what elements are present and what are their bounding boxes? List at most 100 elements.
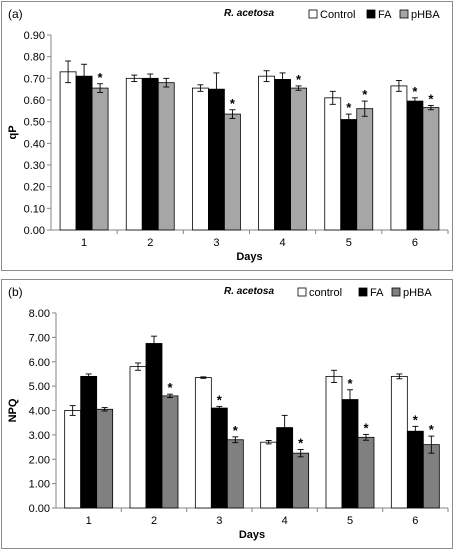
bar-control-day-4 [260,441,278,509]
legend-label-2: pHBA [403,287,432,299]
bar-control-day-6 [390,375,408,509]
legend-label-0: control [309,287,342,299]
y-tick-label: 0.20 [24,182,45,194]
legend-swatch-1 [366,9,376,19]
y-tick-label: 1.00 [29,479,50,491]
bar-pHBA-day-6 [422,444,440,509]
x-tick-label: 6 [412,237,418,249]
y-tick-label: 0.90 [24,30,45,42]
significance-star: * [217,392,223,407]
significance-star: * [98,70,104,85]
y-tick-label: 0.70 [24,73,45,85]
bar-FA-day-1 [80,375,98,509]
significance-star: * [296,72,302,87]
bar-pHBA-day-1 [96,408,114,509]
panel-label: (b) [8,285,23,299]
y-tick-label: 6.00 [29,357,50,369]
bar-Control-day-1 [59,71,77,231]
x-tick-label: 3 [213,237,219,249]
y-tick-label: 0.60 [24,95,45,107]
y-tick-label: 0.40 [24,138,45,150]
bar-pHBA-day-2 [157,82,175,231]
legend-swatch-2 [399,9,409,19]
bar-FA-day-1 [75,75,93,231]
significance-star: * [412,84,418,99]
bar-pHBA-day-5 [357,436,375,509]
chart-b-svg: (b) R. acetosa control FA pHBA 0.00 1.00 2.00 3.… [7,285,449,541]
bar-FA-day-6 [406,430,424,509]
bar-pHBA-day-4 [292,452,310,509]
bar-pHBA-day-5 [356,108,374,231]
y-tick-label: 8.00 [29,308,50,320]
x-axis-title: Days [236,251,262,263]
legend-swatch-1 [358,287,368,297]
x-tick-label: 4 [282,515,288,527]
significance-star: * [233,423,239,438]
y-tick-label: 2.00 [29,454,50,466]
significance-star: * [347,376,353,391]
x-tick-label: 4 [280,237,286,249]
bar-control-day-5 [325,375,343,509]
bar-pHBA-day-3 [224,113,241,231]
x-tick-label: 1 [81,237,87,249]
legend-swatch-0 [297,287,307,297]
x-tick-label: 5 [346,237,352,249]
y-tick-label: 5.00 [29,381,50,393]
y-axis-title: qP [7,125,19,139]
legend-label-0: Control [320,9,355,21]
bar-FA-day-2 [141,77,159,231]
legend-label-1: FA [378,9,392,21]
significance-star: * [167,380,173,395]
chart-panel-b: (b) R. acetosa control FA pHBA 0.00 1.00 2.00 3.… [1,279,453,549]
x-axis-title: Days [239,529,265,541]
legend-label-1: FA [370,287,384,299]
significance-star: * [428,91,434,106]
bar-control-day-1 [64,410,82,509]
bar-FA-day-6 [406,100,424,231]
legend-label-2: pHBA [411,9,440,21]
bar-pHBA-day-6 [422,107,440,231]
bar-pHBA-day-2 [161,395,179,509]
significance-star: * [363,420,369,435]
legend-swatch-2 [391,287,401,297]
bar-Control-day-6 [390,85,408,231]
bar-control-day-2 [129,366,147,509]
bar-control-day-3 [194,377,212,509]
significance-star: * [346,100,352,115]
y-tick-label: 0.00 [29,503,50,515]
x-tick-label: 3 [216,515,222,527]
x-tick-label: 6 [412,515,418,527]
legend-swatch-0 [308,9,318,19]
y-tick-label: 0.30 [24,160,45,172]
bar-pHBA-day-4 [290,87,307,231]
y-tick-label: 0.00 [24,225,45,237]
bar-Control-day-5 [324,97,342,231]
y-axis-title: NPQ [7,398,19,422]
y-tick-label: 0.10 [24,203,45,215]
significance-star: * [413,412,419,427]
x-tick-label: 2 [151,515,157,527]
bar-pHBA-day-3 [226,439,244,509]
bar-FA-day-4 [274,79,291,231]
y-tick-label: 3.00 [29,430,50,442]
bar-FA-day-3 [210,407,228,509]
bar-FA-day-3 [208,88,225,231]
x-tick-label: 5 [347,515,353,527]
panel-label: (a) [8,7,23,21]
bar-pHBA-day-1 [91,87,109,231]
chart-a-svg: (a) R. acetosa Control FA pHBA 0.00 0.10 0.20 0.… [7,7,449,263]
y-tick-label: 0.50 [24,117,45,129]
bar-Control-day-2 [125,77,143,231]
significance-star: * [362,87,368,102]
y-tick-label: 4.00 [29,406,50,418]
bar-Control-day-3 [192,87,209,231]
chart-title: R. acetosa [224,286,274,297]
significance-star: * [230,96,236,111]
chart-panel-a: (a) R. acetosa Control FA pHBA 0.00 0.10 0.20 0.… [1,1,453,271]
significance-star: * [298,436,304,451]
x-tick-label: 1 [86,515,92,527]
bar-Control-day-4 [258,75,275,231]
chart-title: R. acetosa [224,8,274,19]
y-tick-label: 7.00 [29,332,50,344]
bar-FA-day-2 [145,343,163,509]
